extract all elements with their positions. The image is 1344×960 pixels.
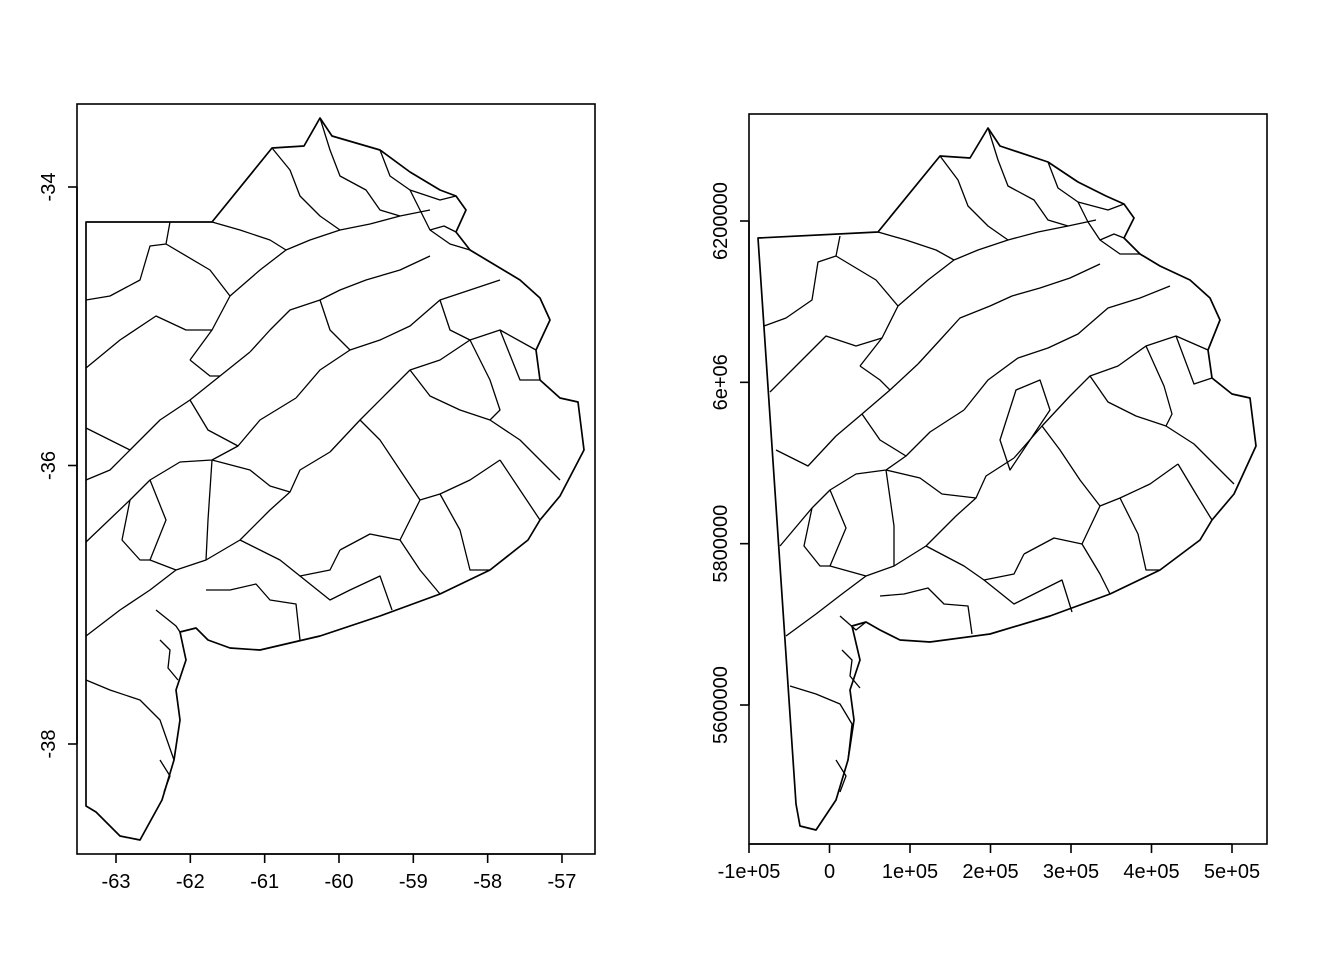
- x-axis: -1e+05 0 1e+05 2e+05 3e+05 4e+05 5e+05: [718, 843, 1260, 883]
- province-outline: [757, 127, 1257, 831]
- y-tick-label: -36: [38, 451, 60, 480]
- x-tick-label: 1e+05: [882, 861, 938, 883]
- x-tick-label: -57: [548, 871, 577, 893]
- y-axis: 5600000 5800000 6e+06 6200000: [710, 182, 750, 744]
- x-tick-label: -61: [250, 871, 279, 893]
- district-boundaries: [763, 127, 1235, 793]
- province-map: [85, 117, 585, 841]
- x-tick-label: -62: [176, 871, 205, 893]
- map-panel-projected: -1e+05 0 1e+05 2e+05 3e+05 4e+05 5e+05 5600000…: [710, 113, 1268, 883]
- map-panel-geographic: -63-62-61-60-59-58-57 -34-36-38-40: [38, 103, 596, 893]
- x-tick-label: 4e+05: [1123, 861, 1179, 883]
- x-tick-label: 5e+05: [1204, 861, 1260, 883]
- y-tick-label: 5800000: [710, 505, 732, 583]
- x-tick-label: 3e+05: [1043, 861, 1099, 883]
- plot-frame: [76, 103, 596, 855]
- plot-frame: [748, 113, 1268, 845]
- province-map: [757, 127, 1257, 831]
- x-tick-label: -59: [399, 871, 428, 893]
- x-tick-label: 0: [824, 861, 835, 883]
- y-tick-label: -38: [38, 730, 60, 759]
- x-tick-label: -60: [325, 871, 354, 893]
- y-tick-label: 6e+06: [710, 354, 732, 410]
- x-tick-label: -58: [473, 871, 502, 893]
- x-tick-label: -63: [102, 871, 131, 893]
- district-boundaries: [85, 117, 561, 793]
- y-axis: -34-36-38-40: [38, 173, 78, 759]
- x-axis: -63 -62 -61 -60 -59 -58 -57: [102, 853, 577, 893]
- x-tick-label: -1e+05: [718, 861, 781, 883]
- x-tick-label: 2e+05: [962, 861, 1018, 883]
- y-tick-label: -34: [38, 173, 60, 202]
- y-tick-label: 5600000: [710, 666, 732, 744]
- province-outline: [85, 117, 585, 841]
- y-tick-label: 6200000: [710, 182, 732, 260]
